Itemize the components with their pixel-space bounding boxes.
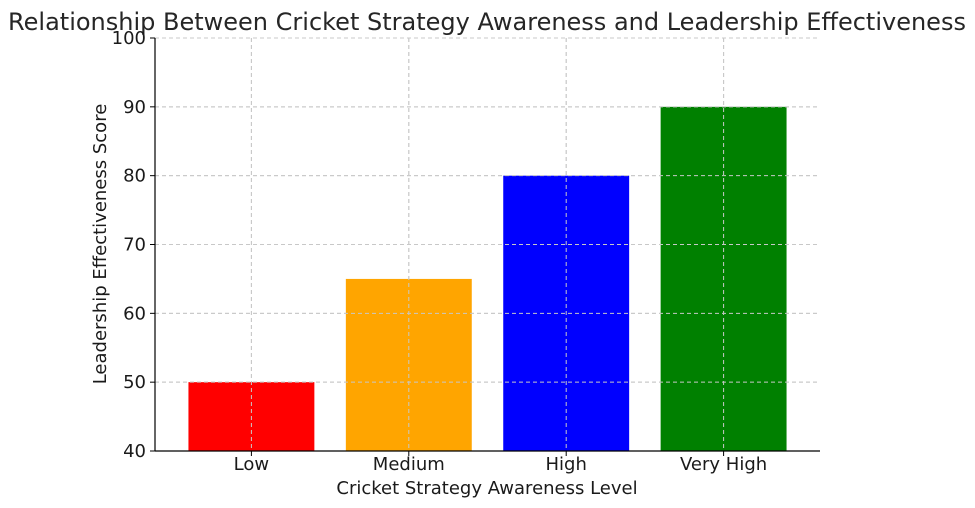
y-tick-label: 80 [123,166,146,187]
y-axis-label: Leadership Effectiveness Score [90,104,111,385]
x-axis-label: Cricket Strategy Awareness Level [336,478,637,499]
y-tick-label: 50 [123,372,146,393]
y-tick-label: 70 [123,235,146,256]
y-tick-label: 60 [123,303,146,324]
chart-title: Relationship Between Cricket Strategy Aw… [8,8,966,36]
x-tick-label: Low [234,454,269,475]
x-tick-label: Very High [680,454,767,475]
x-tick-label: High [546,454,587,475]
grid-overlay [155,37,820,452]
x-tick-label: Medium [373,454,445,475]
y-tick-label: 40 [123,441,146,462]
y-tick-label: 100 [112,28,146,49]
bars [188,106,787,451]
y-tick-label: 90 [123,97,146,118]
y-tick-labels: 40 50 60 70 80 90 100 [112,28,146,462]
axes [150,37,820,456]
x-tick-labels: Low Medium High Very High [234,454,767,475]
